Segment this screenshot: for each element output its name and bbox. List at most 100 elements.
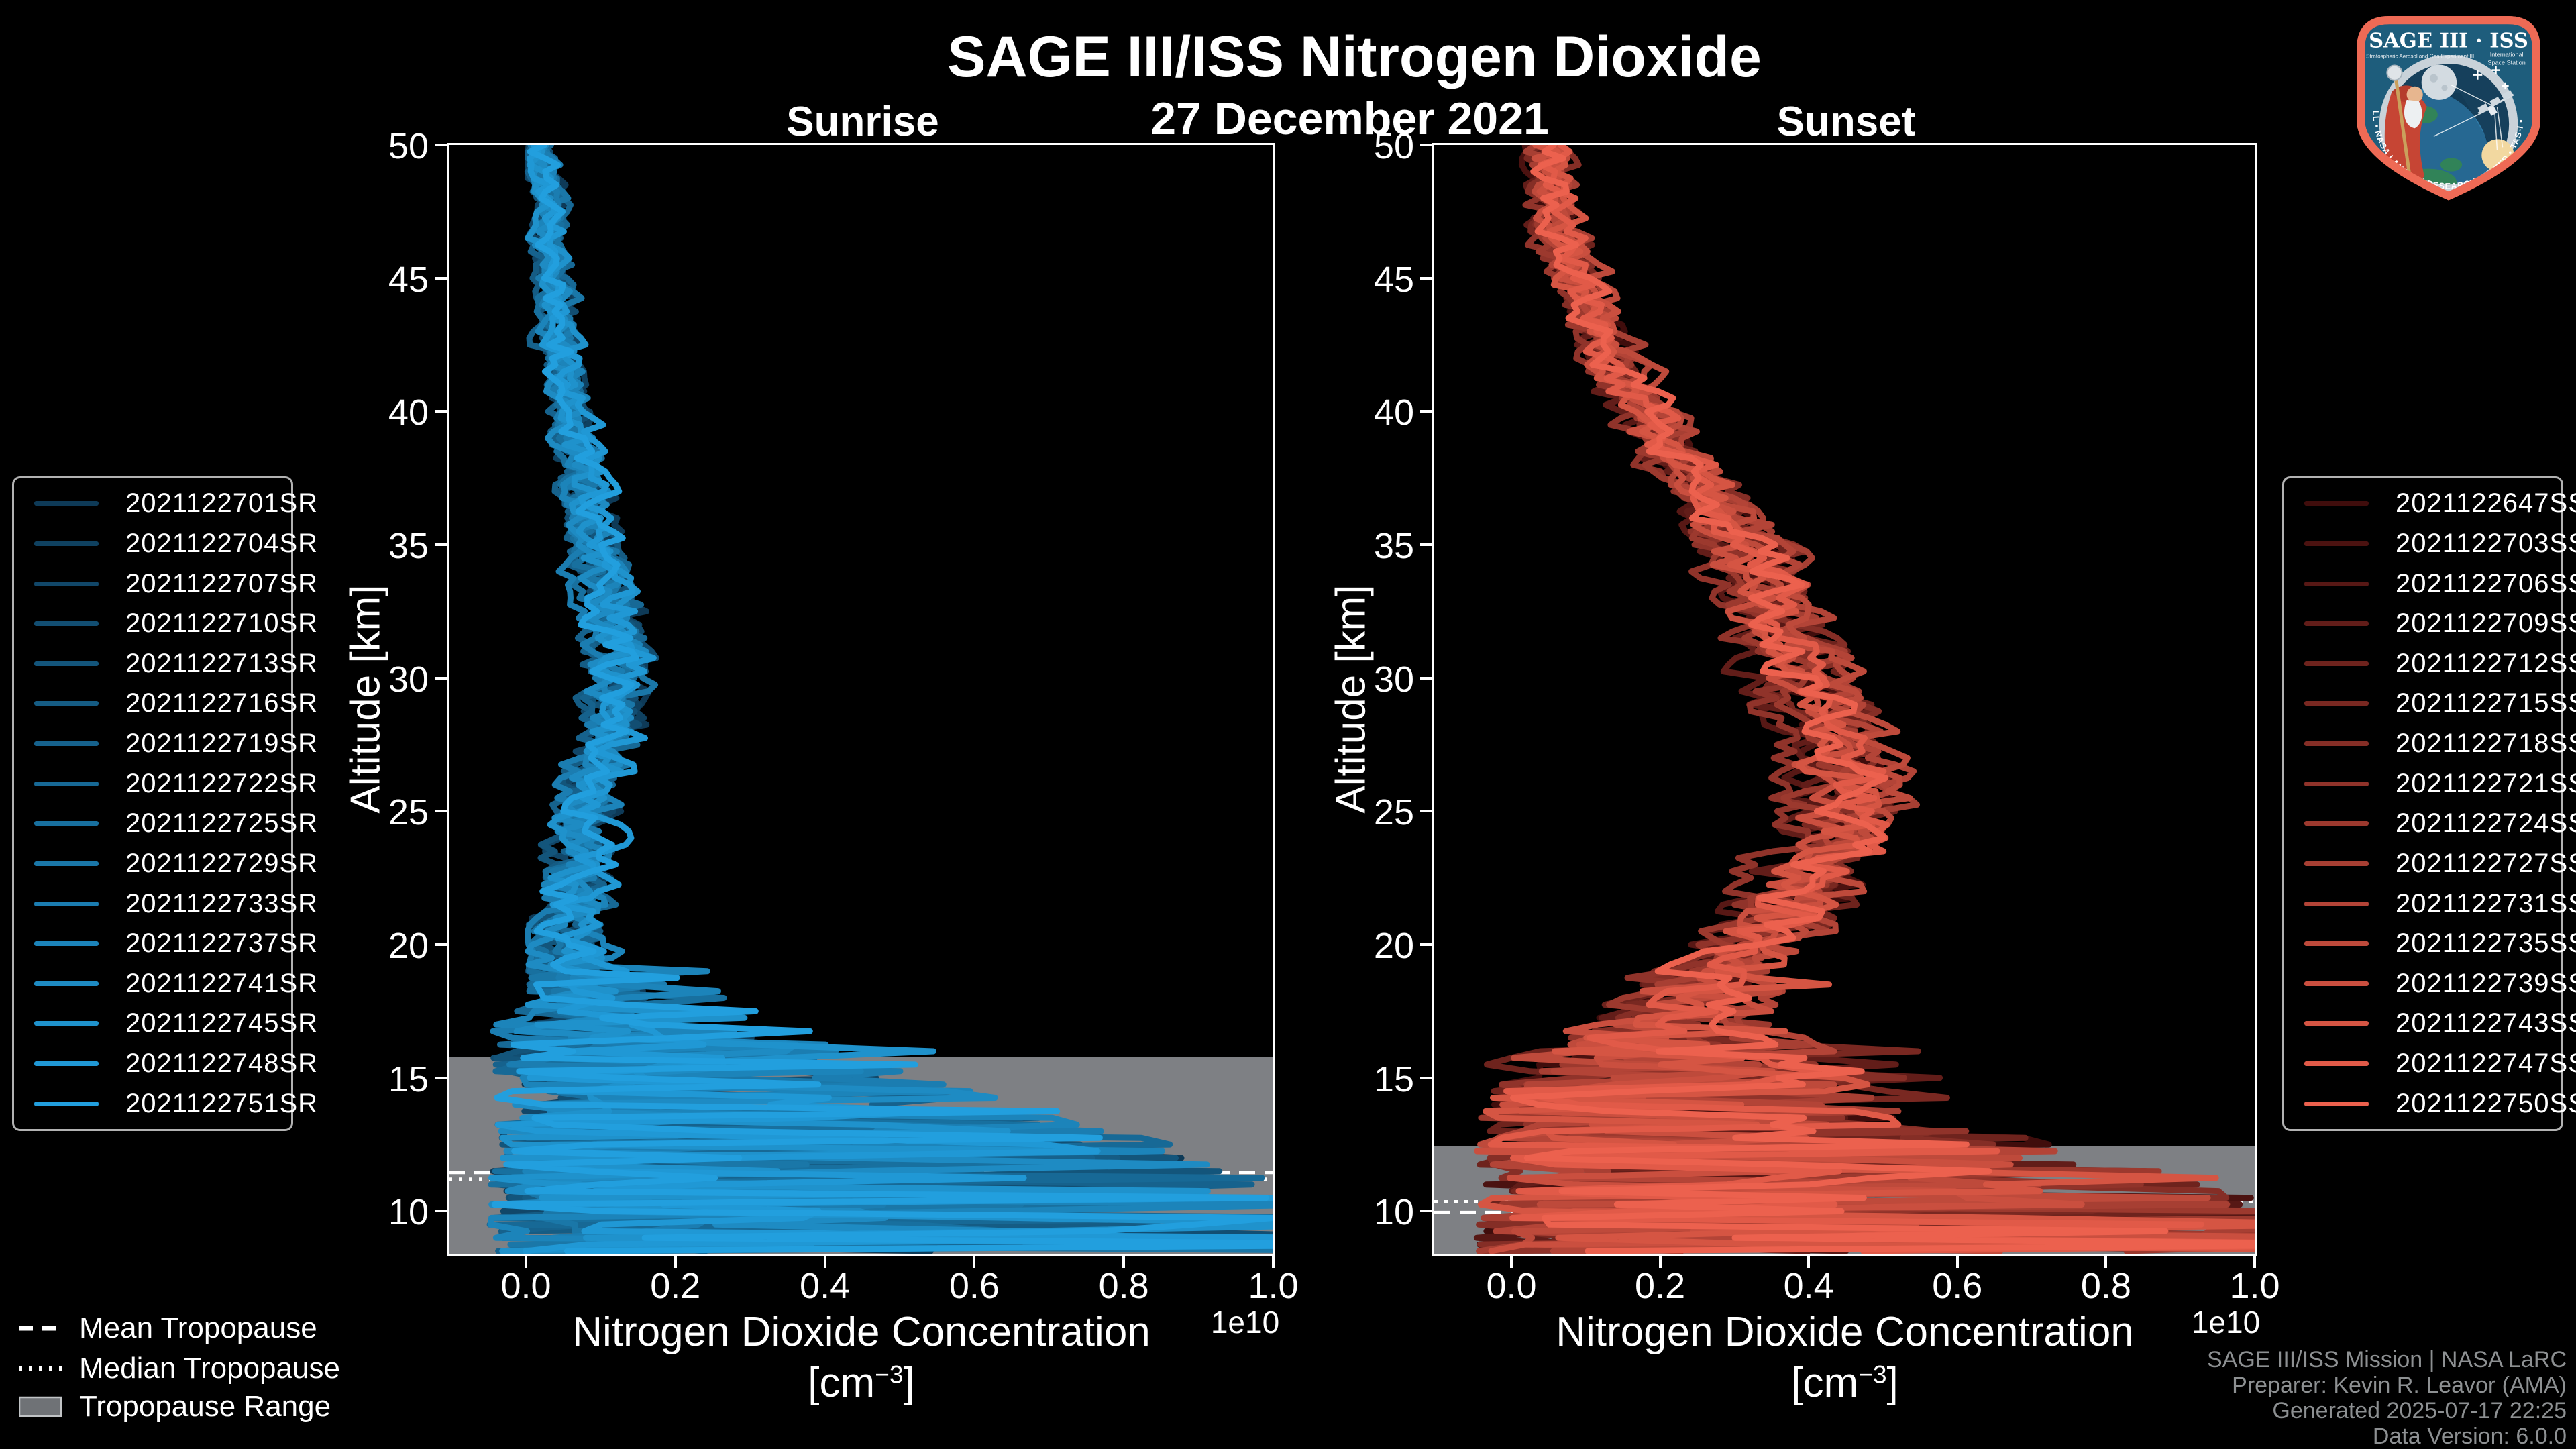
logo-subtitle-left: Stratospheric Aerosol and Gas Experiment… xyxy=(2366,52,2474,59)
legend-item-2021122704SR: 2021122704SR xyxy=(14,529,317,559)
y-tick-label: 15 xyxy=(1373,1059,1414,1099)
y-tick-mark xyxy=(1420,1210,1432,1213)
legend-label: 2021122747SS xyxy=(2396,1049,2576,1079)
y-tick-label: 25 xyxy=(1373,792,1414,833)
y-tick-mark xyxy=(1420,676,1432,680)
legend-item-2021122719SR: 2021122719SR xyxy=(14,729,317,759)
x-tick-mark xyxy=(1807,1256,1811,1268)
legend-label: 2021122710SR xyxy=(125,608,319,639)
legend-label: 2021122737SR xyxy=(125,928,319,959)
legend-label: 2021122706SS xyxy=(2396,568,2576,598)
x-tick-label: 0.6 xyxy=(1932,1266,1983,1306)
legend-label: 2021122719SR xyxy=(125,729,319,759)
x-tick-mark xyxy=(2104,1256,2108,1268)
legend-item-2021122733SR: 2021122733SR xyxy=(14,889,317,919)
sunset-panel-title: Sunset xyxy=(1776,99,1916,145)
legend-label: 2021122713SR xyxy=(125,648,319,678)
logo-father-time xyxy=(2384,64,2427,186)
y-tick-mark xyxy=(435,410,447,413)
legend-swatch xyxy=(34,541,99,546)
footer-data-version: Data Version: 6.0.0 xyxy=(2372,1424,2567,1449)
legend-label: 2021122735SS xyxy=(2396,928,2576,959)
legend-swatch xyxy=(34,1021,99,1026)
legend-swatch xyxy=(2304,781,2369,786)
legend-swatch xyxy=(34,901,99,906)
tropopause-range-label: Tropopause Range xyxy=(79,1390,331,1423)
footer-credits: SAGE III/ISS Mission | NASA LaRC Prepare… xyxy=(2207,1347,2567,1449)
legend-swatch xyxy=(34,661,99,666)
legend-swatch xyxy=(34,741,99,747)
y-tick-mark xyxy=(435,676,447,680)
legend-label: 2021122718SS xyxy=(2396,729,2576,759)
y-tick-label: 20 xyxy=(1373,926,1414,967)
x-tick-mark xyxy=(1122,1256,1126,1268)
legend-label: 2021122722SR xyxy=(125,768,319,798)
legend-swatch xyxy=(34,581,99,586)
legend-label: 2021122745SR xyxy=(125,1008,319,1038)
profile-line-2021122750SS xyxy=(1510,145,2255,1254)
legend-item-2021122718SS: 2021122718SS xyxy=(2284,729,2576,759)
y-tick-label: 45 xyxy=(1373,259,1414,300)
median-tropopause-legend-item: Median Tropopause xyxy=(19,1352,340,1385)
footer-mission: SAGE III/ISS Mission | NASA LaRC xyxy=(2206,1347,2567,1373)
y-tick-label: 50 xyxy=(388,126,429,166)
x-tick-mark xyxy=(1955,1256,1959,1268)
legend-item-2021122647SS: 2021122647SS xyxy=(2284,488,2576,519)
y-tick-mark xyxy=(435,810,447,813)
legend-swatch xyxy=(34,821,99,826)
legend-swatch xyxy=(2304,1021,2369,1026)
legend-item-2021122741SR: 2021122741SR xyxy=(14,969,317,999)
sunrise-axis-offset-text: 1e10 xyxy=(1210,1305,1280,1340)
legend-item-2021122701SR: 2021122701SR xyxy=(14,488,317,519)
x-tick-label: 0.8 xyxy=(2080,1266,2131,1306)
legend-swatch xyxy=(34,941,99,947)
legend-label: 2021122703SS xyxy=(2396,528,2576,558)
legend-label: 2021122748SR xyxy=(125,1049,319,1079)
y-tick-mark xyxy=(1420,543,1432,547)
legend-label: 2021122701SR xyxy=(125,488,319,519)
date-label: 27 December 2021 xyxy=(1150,93,1549,144)
legend-item-2021122747SS: 2021122747SS xyxy=(2284,1049,2576,1079)
legend-swatch xyxy=(2304,621,2369,627)
legend-label: 2021122721SS xyxy=(2396,768,2576,798)
legend-label: 2021122733SR xyxy=(125,888,319,918)
legend-swatch xyxy=(2304,1101,2369,1106)
sunrise-x-axis-unit: [cm−3] xyxy=(808,1360,915,1406)
sunrise-panel-title: Sunrise xyxy=(786,99,939,145)
legend-label: 2021122725SR xyxy=(125,808,319,839)
legend-swatch xyxy=(2304,741,2369,747)
y-tick-label: 30 xyxy=(1373,659,1414,700)
legend-item-2021122729SR: 2021122729SR xyxy=(14,849,317,879)
page-title: SAGE III/ISS Nitrogen Dioxide xyxy=(947,25,1762,89)
legend-item-2021122748SR: 2021122748SR xyxy=(14,1049,317,1079)
legend-swatch xyxy=(2304,661,2369,666)
legend-item-2021122725SR: 2021122725SR xyxy=(14,808,317,839)
sunrise-legend: 2021122701SR 2021122704SR 2021122707SR 2021… xyxy=(12,476,317,1131)
legend-item-2021122721SS: 2021122721SS xyxy=(2284,769,2576,799)
legend-item-2021122727SS: 2021122727SS xyxy=(2284,849,2576,879)
legend-item-2021122739SS: 2021122739SS xyxy=(2284,969,2576,999)
y-tick-label: 40 xyxy=(388,392,429,433)
x-tick-label: 0.0 xyxy=(1486,1266,1537,1306)
legend-item-2021122743SS: 2021122743SS xyxy=(2284,1008,2576,1038)
x-tick-mark xyxy=(973,1256,976,1268)
dashed-line-icon xyxy=(19,1326,62,1331)
x-tick-mark xyxy=(823,1256,826,1268)
gray-band-icon xyxy=(19,1396,62,1417)
sunset-profiles-chart xyxy=(1434,145,2255,1254)
legend-item-2021122745SR: 2021122745SR xyxy=(14,1008,317,1038)
legend-item-2021122706SS: 2021122706SS xyxy=(2284,569,2576,599)
legend-swatch xyxy=(2304,901,2369,906)
legend-swatch xyxy=(34,501,99,506)
legend-swatch xyxy=(34,981,99,986)
dotted-line-icon xyxy=(19,1366,62,1371)
logo-stars xyxy=(2473,66,2509,89)
x-tick-mark xyxy=(525,1256,527,1268)
legend-item-2021122716SR: 2021122716SR xyxy=(14,688,317,718)
tropopause-range-legend-item: Tropopause Range xyxy=(19,1390,331,1424)
legend-label: 2021122731SS xyxy=(2396,888,2576,918)
legend-item-2021122709SS: 2021122709SS xyxy=(2284,608,2576,639)
legend-item-2021122713SR: 2021122713SR xyxy=(14,649,317,679)
legend-item-2021122750SS: 2021122750SS xyxy=(2284,1089,2576,1119)
x-tick-mark xyxy=(2253,1256,2256,1268)
